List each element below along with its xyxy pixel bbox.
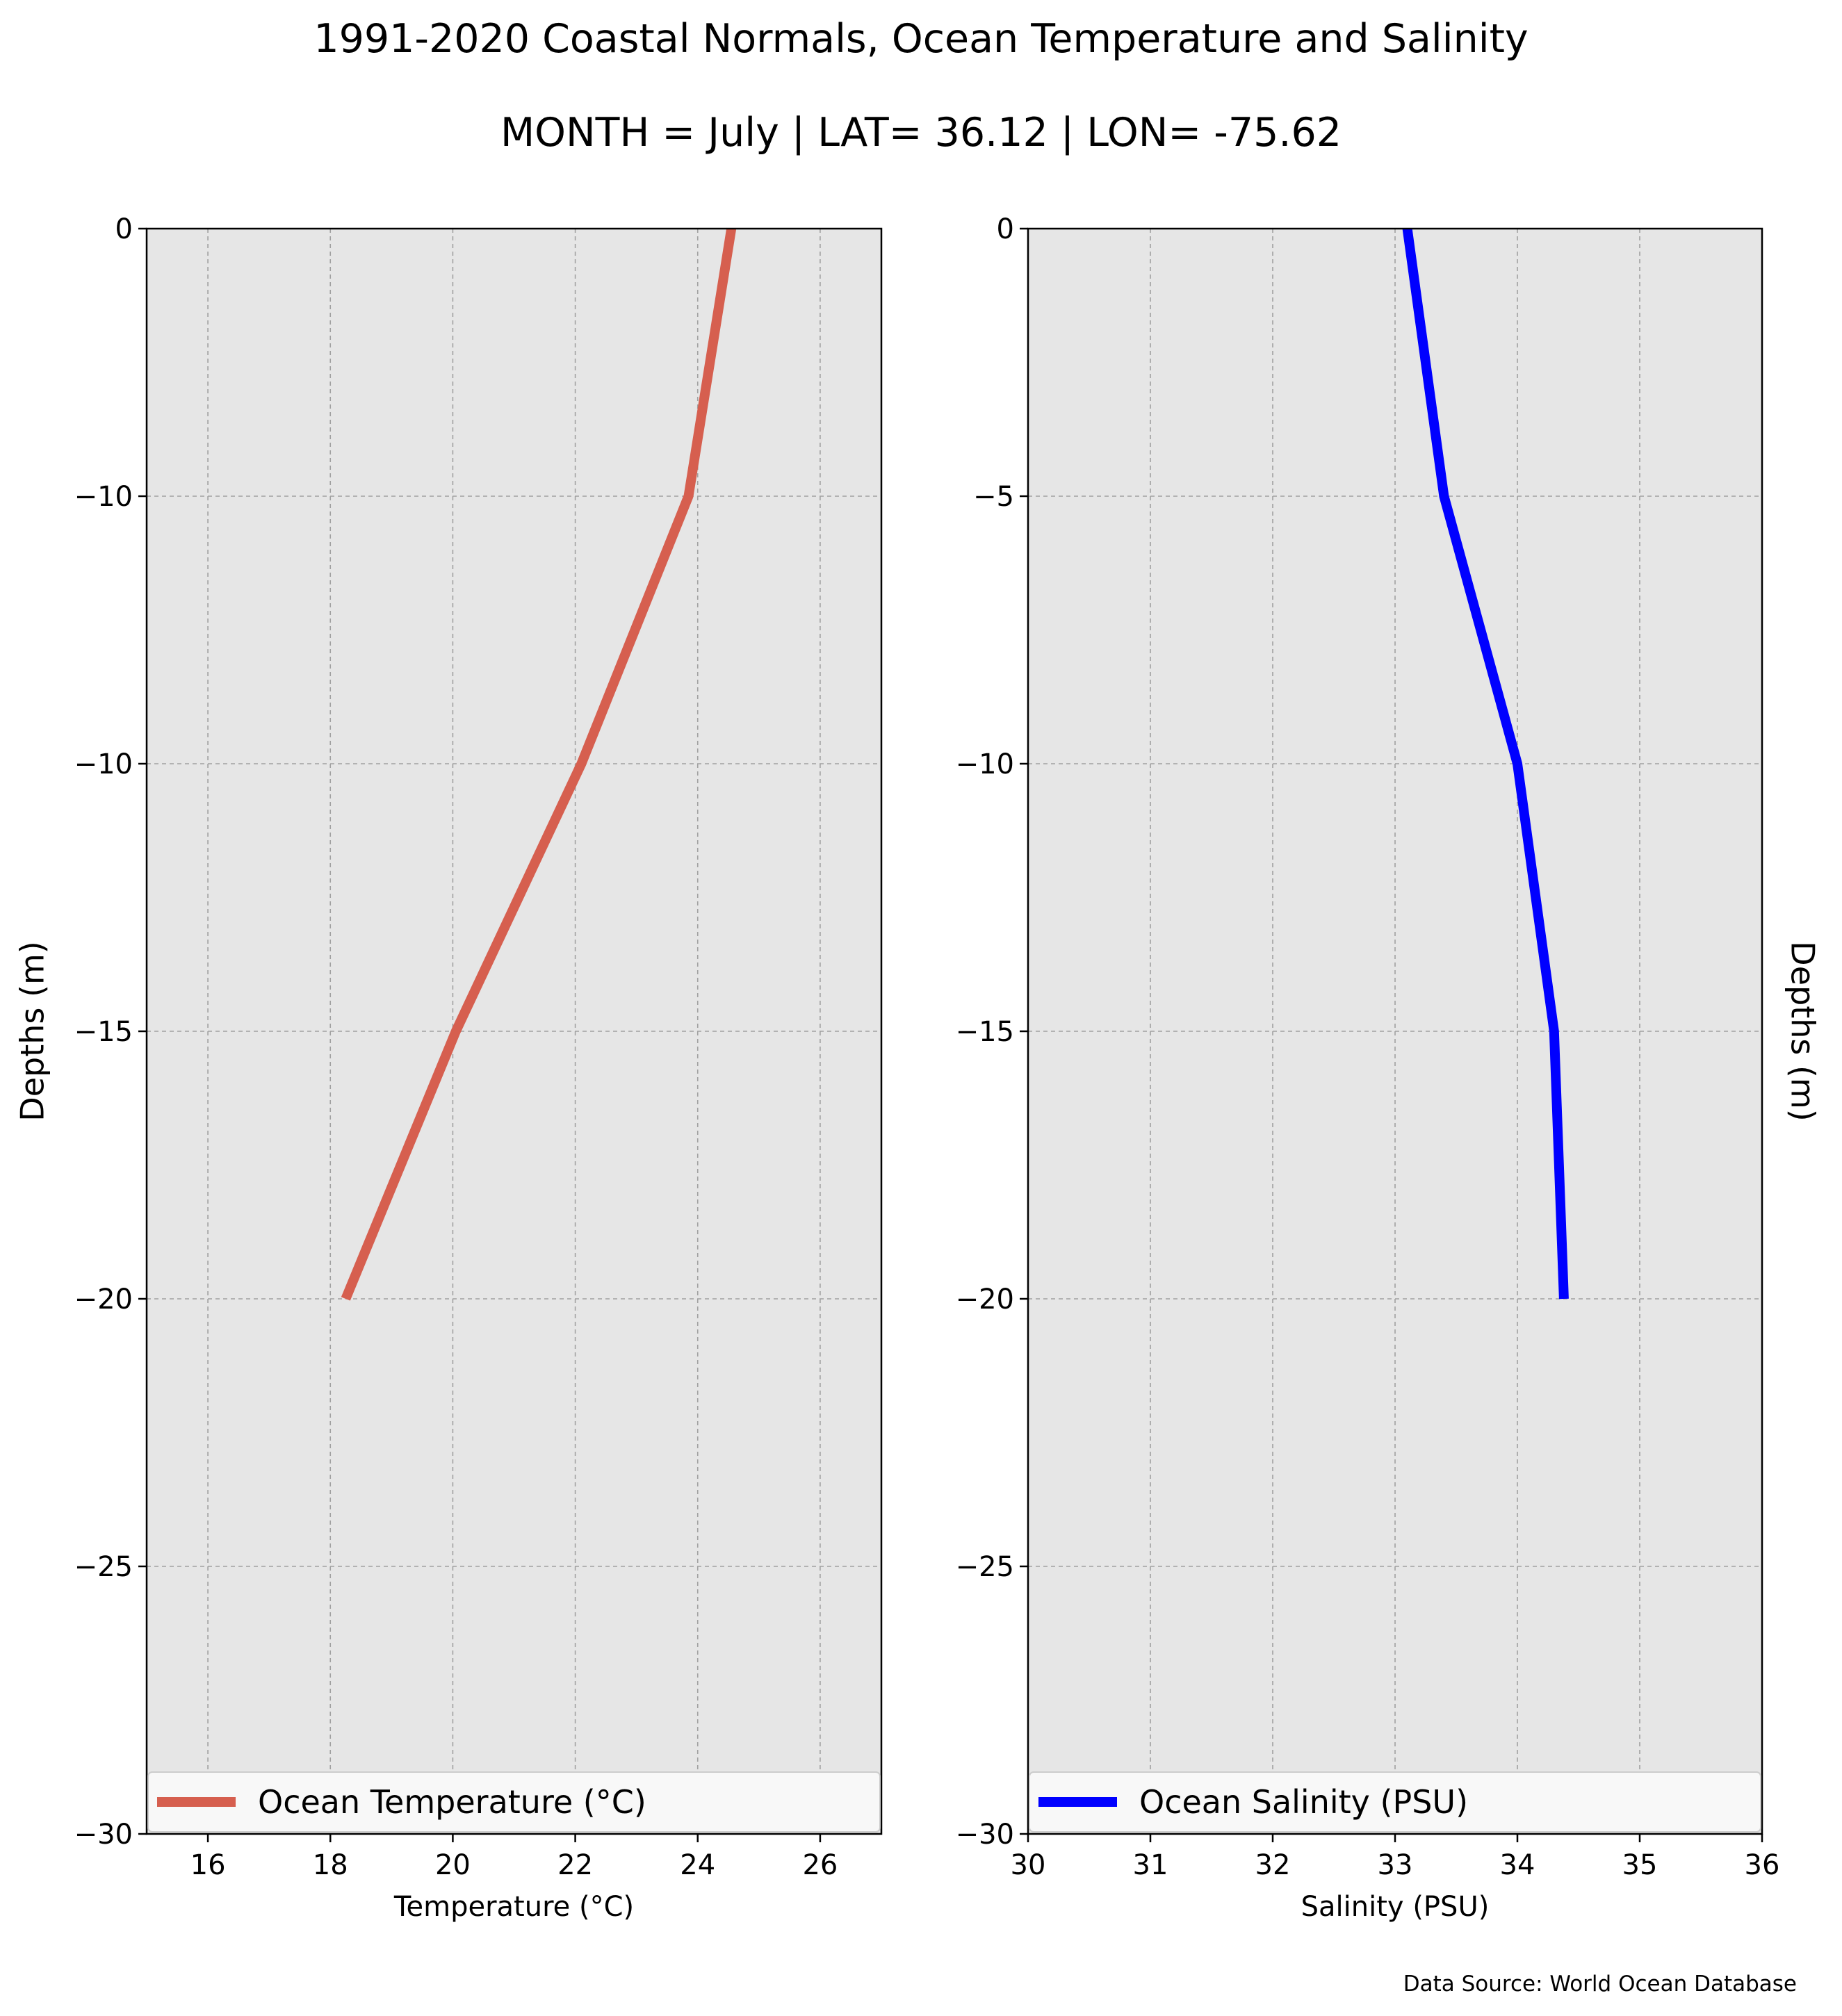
- chart-subtitle: MONTH = July | LAT= 36.12 | LON= -75.62: [500, 110, 1342, 156]
- temperature-y-tick-label: −30: [74, 1819, 133, 1851]
- temperature-y-axis-label: Depths (m): [14, 941, 51, 1121]
- salinity-y-tick-label: −15: [956, 1016, 1014, 1048]
- temperature-y-tick-label: −15: [74, 1016, 133, 1048]
- temperature-panel: 0 −10 −10 −15 −20 −25 −30 16 18 20 22 24 26 Temperatu…: [14, 213, 883, 1923]
- temperature-x-axis-label: Temperature (°C): [393, 1891, 634, 1923]
- temperature-x-tick-label: 26: [802, 1849, 838, 1881]
- temperature-y-tick-label: 0: [115, 213, 133, 245]
- salinity-x-tick-label: 34: [1500, 1849, 1535, 1881]
- temperature-x-tick-label: 20: [435, 1849, 471, 1881]
- salinity-x-tick-label: 31: [1133, 1849, 1168, 1881]
- chart-title: 1991-2020 Coastal Normals, Ocean Tempera…: [313, 16, 1528, 62]
- salinity-y-tick-label: −10: [956, 748, 1014, 780]
- salinity-legend-label: Ocean Salinity (PSU): [1139, 1783, 1468, 1821]
- temperature-x-tick-label: 22: [557, 1849, 593, 1881]
- temperature-x-tick-label: 24: [680, 1849, 715, 1881]
- salinity-y-axis-label: Depths (m): [1784, 941, 1822, 1121]
- data-source-note: Data Source: World Ocean Database: [1403, 1972, 1797, 1997]
- salinity-y-tick-label: −5: [973, 481, 1014, 513]
- salinity-y-tick-label: −25: [956, 1551, 1014, 1583]
- salinity-x-tick-label: 32: [1255, 1849, 1291, 1881]
- temperature-y-tick-label: −20: [74, 1284, 133, 1316]
- salinity-y-tick-label: −30: [956, 1819, 1014, 1851]
- salinity-y-tick-label: 0: [997, 213, 1014, 245]
- temperature-y-tick-label: −25: [74, 1551, 133, 1583]
- temperature-legend: [147, 1771, 881, 1833]
- salinity-x-tick-label: 33: [1378, 1849, 1413, 1881]
- salinity-x-tick-label: 35: [1622, 1849, 1658, 1881]
- salinity-x-tick-label: 36: [1745, 1849, 1780, 1881]
- temperature-x-tick-label: 18: [313, 1849, 348, 1881]
- salinity-y-tick-label: −20: [956, 1284, 1014, 1316]
- temperature-y-tick-label: −10: [74, 481, 133, 513]
- temperature-legend-label: Ocean Temperature (°C): [258, 1783, 646, 1821]
- salinity-series-line: [1402, 228, 1569, 1300]
- salinity-x-axis-label: Salinity (PSU): [1301, 1891, 1490, 1923]
- salinity-x-tick-label: 30: [1011, 1849, 1046, 1881]
- temperature-y-tick-label: −10: [74, 748, 133, 780]
- temperature-series-line: [341, 227, 737, 1301]
- temperature-x-tick-label: 16: [190, 1849, 226, 1881]
- salinity-legend: [1029, 1771, 1761, 1833]
